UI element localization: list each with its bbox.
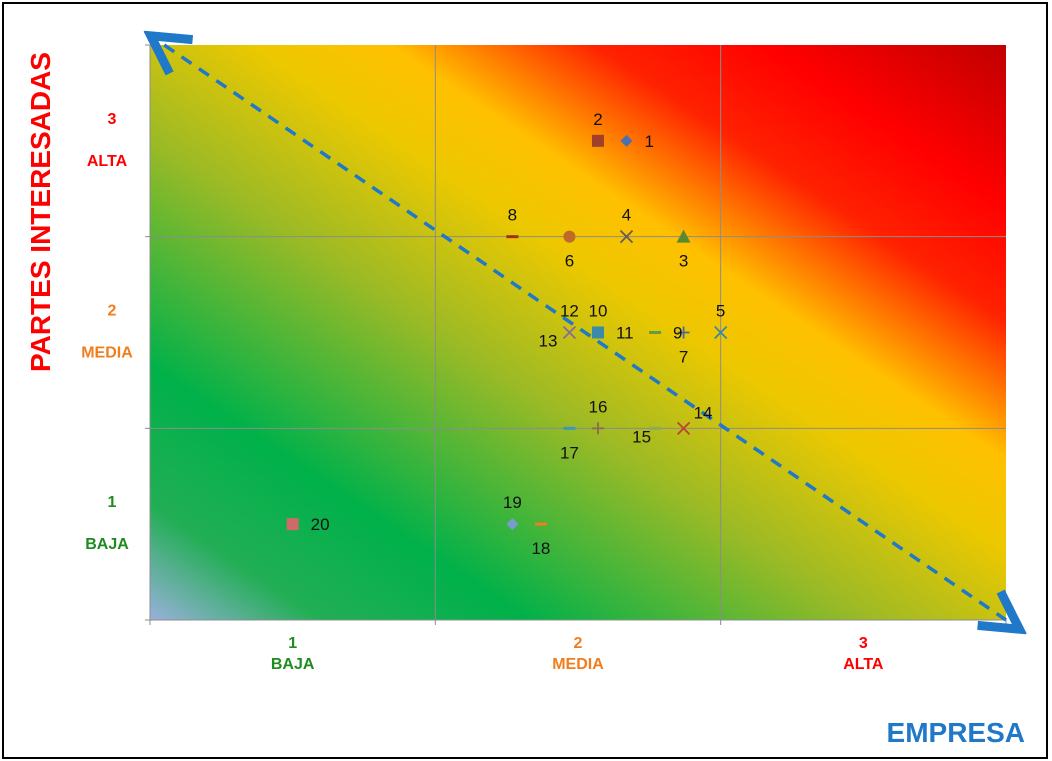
y-tick-word: MEDIA: [81, 345, 133, 362]
data-point-label: 15: [632, 427, 651, 446]
data-point-label: 10: [589, 302, 608, 321]
data-point-label: 6: [565, 252, 574, 271]
x-tick-number: 2: [574, 635, 583, 652]
data-point-label: 1: [645, 132, 654, 151]
y-tick-number: 3: [108, 111, 117, 128]
x-tick-number: 1: [288, 635, 297, 652]
data-point-label: 18: [531, 539, 550, 558]
data-point-label: 13: [539, 332, 558, 351]
x-tick-labels: 1 BAJA 2 MEDIA 3 ALTA: [271, 635, 884, 673]
x-tick-word: BAJA: [271, 656, 315, 673]
data-point-label: 19: [503, 493, 522, 512]
data-point-label: 11: [616, 324, 634, 343]
x-tick-word: MEDIA: [552, 656, 604, 673]
data-point-marker: [563, 231, 575, 243]
data-point-label: 4: [622, 206, 631, 225]
data-point-label: 20: [311, 515, 330, 534]
y-axis-title: PARTES INTERESADAS: [25, 52, 56, 372]
data-point-label: 3: [679, 252, 688, 271]
y-tick-labels: 1 BAJA 2 MEDIA 3 ALTA: [81, 111, 133, 553]
x-axis-title: EMPRESA: [887, 717, 1025, 748]
data-point-label: 7: [679, 348, 688, 367]
data-point-label: 5: [716, 302, 725, 321]
x-tick-word: ALTA: [843, 656, 884, 673]
data-point-label: 17: [560, 443, 579, 462]
data-point-label: 9: [673, 324, 682, 343]
data-point-label: 14: [694, 403, 713, 422]
data-point-marker: [592, 327, 604, 339]
data-point-label: 8: [508, 206, 517, 225]
data-point-marker: [287, 518, 299, 530]
y-tick-number: 2: [108, 303, 117, 320]
y-tick-number: 1: [108, 494, 117, 511]
y-tick-word: BAJA: [85, 536, 129, 553]
data-point-label: 16: [589, 397, 608, 416]
data-point-label: 2: [593, 110, 602, 129]
data-point-label: 12: [560, 302, 579, 321]
y-tick-word: ALTA: [87, 153, 128, 170]
x-tick-number: 3: [859, 635, 868, 652]
data-point-marker: [592, 135, 604, 147]
